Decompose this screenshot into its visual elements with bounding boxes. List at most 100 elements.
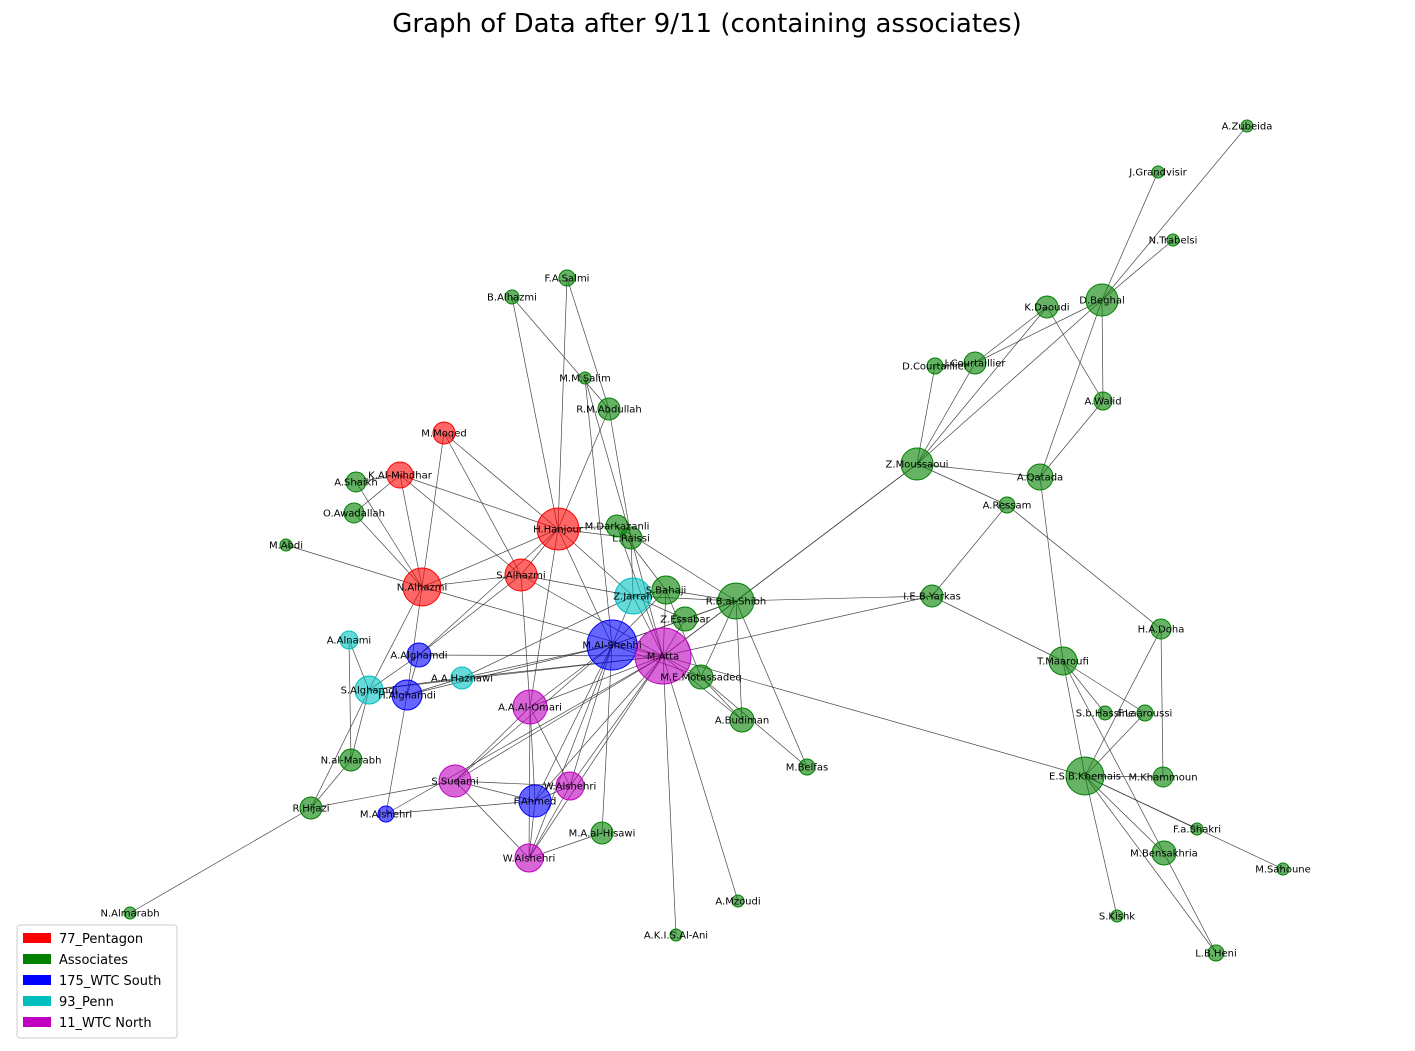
- node-m-khammoun-label: M.Khammoun: [1128, 773, 1197, 784]
- legend-swatch-11-wtc-north: [23, 1017, 51, 1027]
- node-s-b-hassine-label: S.b.Hassine: [1076, 709, 1134, 720]
- node-o-awadallah: [343, 502, 365, 524]
- node-n-almarabh-label: N.Almarabh: [100, 909, 159, 920]
- edge-i-e-b-yarkas-r-b-al-shibh: [735, 595, 933, 602]
- legend-box: [16, 924, 178, 1039]
- node-a-alnami: [339, 630, 359, 650]
- node-s-alhazmi: [504, 558, 538, 592]
- edge-k-al-mihdhar-h-hanjour: [399, 474, 559, 530]
- node-m-atta: [634, 627, 692, 685]
- edge-d-courtaillier-z-moussaoui: [916, 365, 936, 465]
- node-l-b-heni: [1207, 944, 1225, 962]
- node-m-alshehri-label: M.Alshehri: [360, 810, 412, 821]
- node-a-ressam-label: A.Ressam: [983, 501, 1032, 512]
- edge-s-alhazmi-a-alghamdi: [418, 574, 522, 656]
- node-m-bensakhria-label: M.Bensakhria: [1130, 849, 1198, 860]
- edge-e-s-b-khemais-s-kishk: [1084, 775, 1118, 917]
- node-d-courtaillier: [926, 357, 944, 375]
- edge-s-alhazmi-a-a-al-omari: [520, 574, 531, 708]
- node-z-jarrah-label: Z.Jarrah: [613, 592, 653, 603]
- node-a-walid-label: A.Walid: [1084, 397, 1121, 408]
- chart-title: Graph of Data after 9/11 (containing ass…: [392, 9, 1022, 39]
- node-m-sahoune-label: M.Sahoune: [1255, 865, 1311, 876]
- edge-r-b-al-shibh-m-belfas: [735, 600, 808, 768]
- node-a-k-i-s-al-ani-label: A.K.I.S.Al-Ani: [644, 931, 708, 942]
- edge-r-m-abdullah-h-hanjour: [557, 408, 610, 530]
- edge-m-atta-m-alshehri: [385, 655, 664, 815]
- node-b-alhazmi: [504, 289, 520, 305]
- node-h-hanjour: [536, 507, 580, 551]
- edge-i-e-b-yarkas-m-atta: [662, 595, 933, 657]
- node-t-maaroufi-label: T.Maaroufi: [1036, 657, 1089, 668]
- node-r-m-abdullah: [597, 397, 621, 421]
- node-m-moqed-label: M.Moqed: [421, 429, 466, 440]
- node-s-b-hassine: [1097, 705, 1113, 721]
- node-z-moussaoui-label: Z.Moussaoui: [886, 460, 949, 471]
- edge-b-alhazmi-h-hanjour: [511, 296, 559, 530]
- edge-f-ahmed-m-alshehri: [385, 800, 536, 815]
- edge-h-alghamdi-m-alshehri: [385, 694, 408, 815]
- node-a-budiman-label: A.Budiman: [715, 716, 769, 727]
- legend-label-175-wtc-south: 175_WTC South: [59, 974, 161, 989]
- edge-d-beghal-a-qatada: [1039, 299, 1103, 478]
- edge-h-a-doha-e-s-b-khemais: [1084, 628, 1162, 777]
- node-k-daoudi: [1035, 295, 1059, 319]
- edge-t-maaroufi-f-laaroussi: [1062, 660, 1146, 714]
- node-s-alghamdi-label: S.Alghamdi: [341, 686, 398, 697]
- edge-d-beghal-z-moussaoui: [916, 299, 1103, 465]
- edge-b-alhazmi-r-m-abdullah: [511, 296, 610, 410]
- edge-s-suqami-w-alshehri: [454, 780, 571, 787]
- node-m-belfas: [798, 758, 816, 776]
- edge-t-maaroufi-m-bensakhria: [1062, 660, 1165, 854]
- node-i-e-b-yarkas: [920, 584, 944, 608]
- node-w-alshehri: [555, 771, 585, 801]
- node-m-bensakhria: [1151, 840, 1177, 866]
- node-m-a-al-hisawi: [590, 821, 614, 845]
- node-s-alhazmi-label: S.Alhazmi: [496, 571, 545, 582]
- node-m-abdi: [279, 538, 293, 552]
- legend-label-77-pentagon: 77_Pentagon: [59, 932, 143, 947]
- edge-e-s-b-khemais-l-b-heni: [1084, 775, 1217, 954]
- node-h-alghamdi-label: H.Alghamdi: [378, 691, 436, 702]
- node-f-ahmed-label: F.Ahmed: [514, 797, 557, 808]
- node-e-s-b-khemais-label: E.S.B.Khemais: [1049, 772, 1121, 783]
- edge-k-daoudi-j-courtaillier: [974, 306, 1048, 364]
- node-a-mzoudi: [731, 894, 745, 908]
- edge-m-atta-s-suqami: [454, 655, 664, 782]
- edge-a-a-al-omari-w-alshehri: [528, 706, 531, 859]
- node-j-grandvisir-label: J.Grandvisir: [1128, 168, 1187, 179]
- node-r-hijazi-label: R.Hijazi: [292, 804, 329, 815]
- node-n-al-marabh-label: N.al-Marabh: [321, 756, 382, 767]
- node-n-almarabh: [123, 906, 137, 920]
- node-e-s-b-khemais: [1065, 756, 1105, 796]
- node-t-maaroufi: [1048, 646, 1078, 676]
- node-m-alshehri: [377, 805, 395, 823]
- edge-m-atta-a-k-i-s-al-ani: [662, 655, 677, 936]
- edge-f-a-salmi-h-hanjour: [557, 277, 568, 530]
- node-z-moussaoui: [900, 447, 934, 481]
- node-m-al-shehhi-label: M.Al-Shehhi: [582, 641, 641, 652]
- node-l-raissi: [619, 526, 643, 550]
- node-r-b-al-shibh: [717, 582, 755, 620]
- legend-swatch-associates: [23, 954, 51, 964]
- node-d-beghal-label: D.Beghal: [1079, 296, 1124, 307]
- edge-m-al-shehhi-a-a-haznawi: [461, 644, 613, 679]
- edge-h-hanjour-a-a-al-omari: [529, 528, 559, 708]
- node-f-ahmed: [518, 784, 552, 818]
- edge-k-daoudi-z-moussaoui: [916, 306, 1048, 465]
- node-f-laaroussi-label: F.Laaroussi: [1118, 709, 1173, 720]
- node-j-courtaillier: [963, 351, 987, 375]
- node-a-mzoudi-label: A.Mzoudi: [715, 897, 760, 908]
- node-n-trabelsi: [1166, 233, 1180, 247]
- edge-d-beghal-a-walid: [1101, 299, 1104, 402]
- node-r-b-al-shibh-label: R.B.al-Shibh: [706, 597, 766, 608]
- node-a-budiman: [729, 707, 755, 733]
- node-m-belfas-label: M.Belfas: [786, 763, 828, 774]
- node-m-atta-label: M.Atta: [647, 652, 679, 663]
- legend: 77_Pentagon Associates 175_WTC South 93_Pen…: [16, 924, 178, 1039]
- edge-h-hanjour-a-alghamdi: [418, 528, 559, 656]
- node-o-awadallah-label: O.Awadallah: [323, 509, 385, 520]
- node-h-hanjour-label: H.Hanjour: [533, 525, 584, 536]
- edge-r-m-abdullah-l-raissi: [608, 408, 632, 539]
- node-f-a-salmi: [558, 269, 576, 287]
